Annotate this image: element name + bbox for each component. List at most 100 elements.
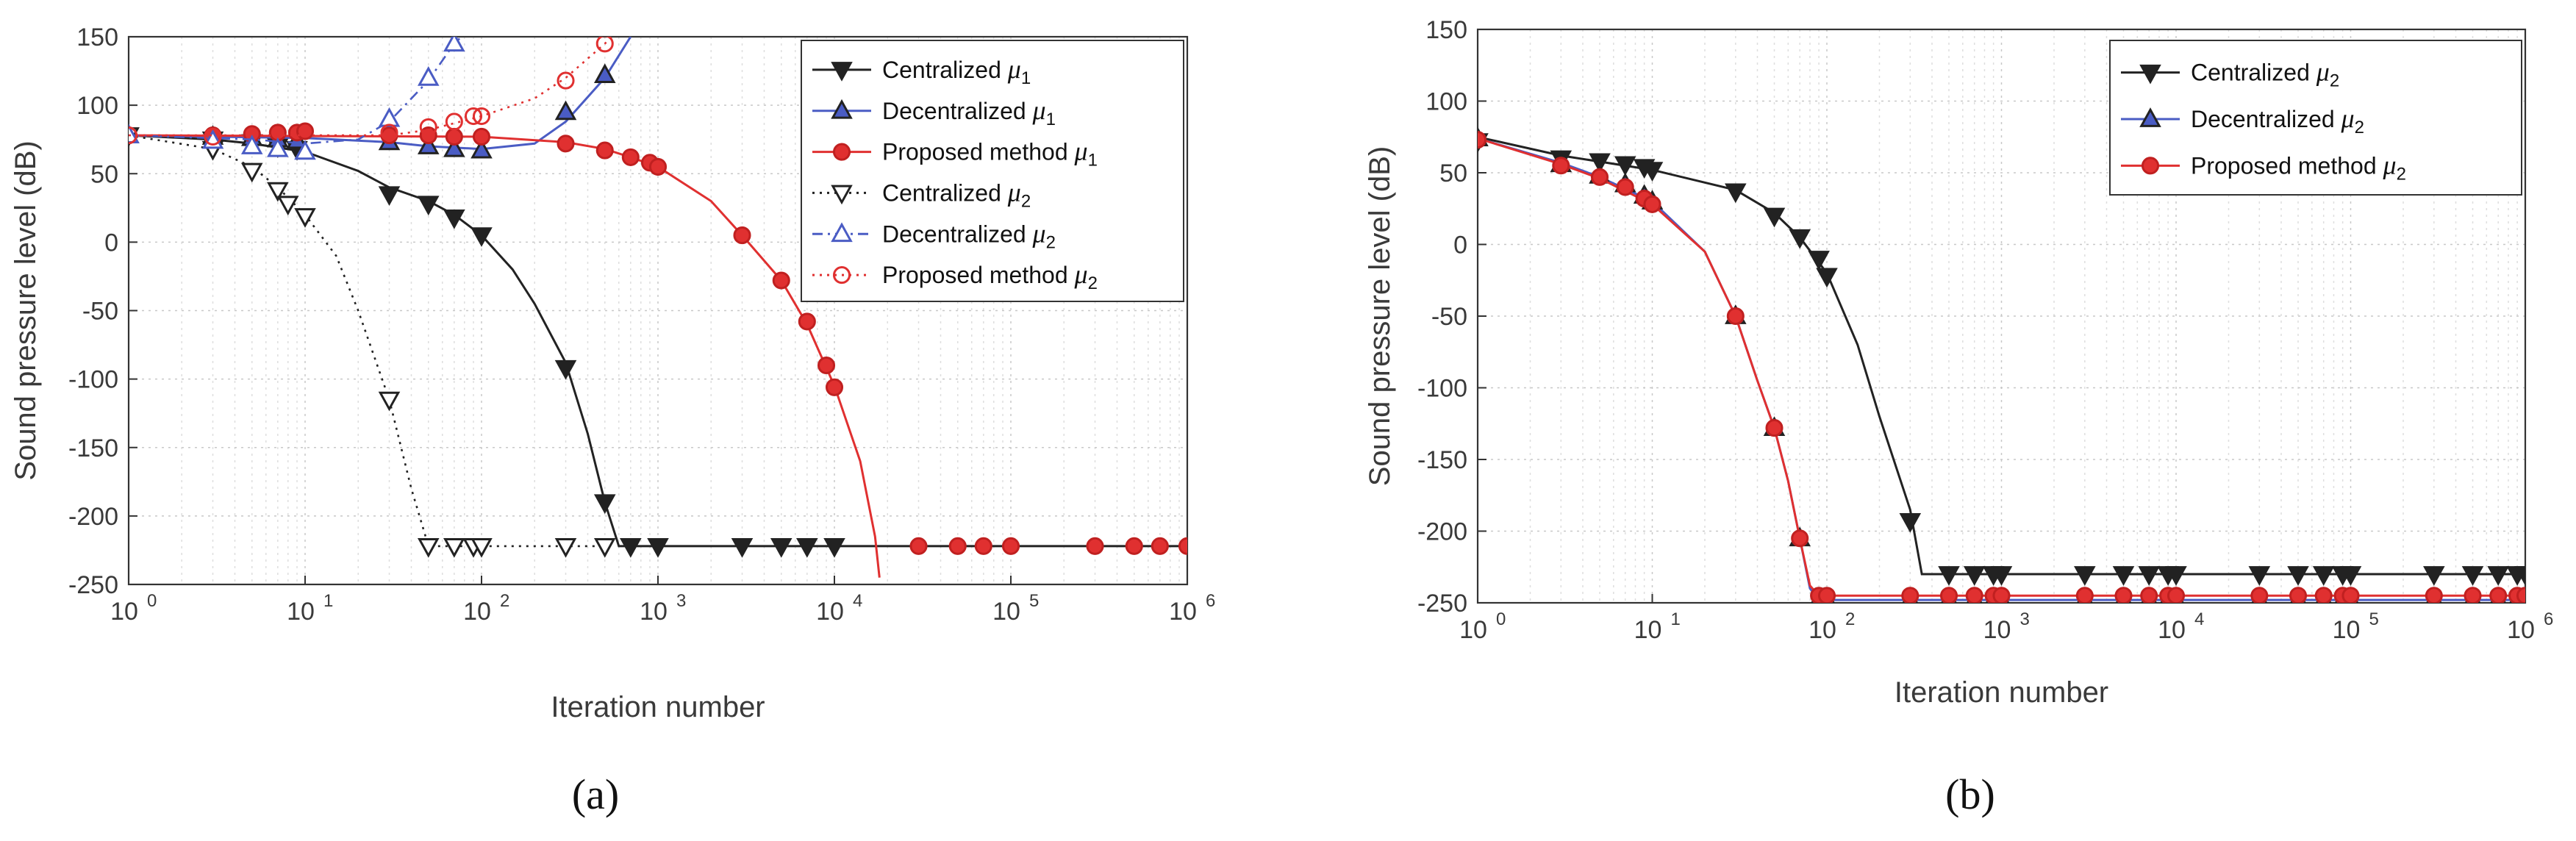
- data-point: [1725, 183, 1747, 204]
- data-point: [267, 137, 289, 157]
- data-point: [471, 227, 493, 247]
- legend-symbol: μ: [1007, 177, 1021, 207]
- data-point: [1992, 587, 2011, 603]
- data-point: [2248, 566, 2271, 586]
- data-point: [445, 127, 463, 146]
- x-tick-base: 10: [2158, 616, 2186, 644]
- data-point: [1726, 307, 1745, 326]
- data-point: [2167, 587, 2186, 603]
- legend-name: Decentralized: [882, 98, 1033, 124]
- legend-subscript: 2: [2397, 164, 2406, 184]
- data-point: [2464, 587, 2482, 603]
- data-point: [595, 37, 614, 53]
- data-point: [445, 112, 463, 131]
- series-3: [129, 127, 616, 558]
- y-tick-label: 100: [76, 92, 118, 120]
- legend-subscript: 1: [1088, 151, 1098, 171]
- legend-name: Decentralized: [2191, 106, 2341, 132]
- series-4: [129, 37, 465, 160]
- y-tick-label: -100: [68, 366, 118, 394]
- data-point: [417, 196, 440, 216]
- data-point: [554, 359, 577, 380]
- legend-item: Centralized μ2: [2121, 57, 2339, 91]
- legend-item: Centralized μ1: [812, 54, 1031, 88]
- data-point: [817, 356, 836, 375]
- x-tick-base: 10: [2507, 616, 2535, 644]
- legend-label: Decentralized μ2: [2191, 104, 2364, 137]
- x-tick-exponent: 0: [147, 591, 157, 611]
- x-tick-base: 10: [110, 598, 138, 626]
- data-point: [557, 71, 575, 90]
- data-point: [417, 538, 440, 558]
- series-5: [129, 37, 614, 146]
- data-point: [296, 122, 315, 140]
- data-point: [2114, 587, 2133, 603]
- legend-label: Centralized μ1: [882, 54, 1031, 88]
- x-tick-label: 10 0: [1459, 609, 1506, 644]
- y-tick-label: -150: [68, 434, 118, 462]
- data-point: [2514, 566, 2525, 586]
- data-point: [2312, 566, 2335, 586]
- x-tick-label: 10 5: [2333, 609, 2379, 644]
- data-point: [770, 538, 793, 558]
- x-tick-base: 10: [463, 598, 491, 626]
- data-point: [417, 135, 440, 154]
- data-point: [1765, 419, 1783, 437]
- x-tick-label: 10 6: [2507, 609, 2553, 644]
- panel-caption: (a): [572, 770, 619, 818]
- x-tick-base: 10: [816, 598, 844, 626]
- data-point: [417, 66, 440, 86]
- data-point: [1001, 537, 1020, 555]
- data-point: [2074, 566, 2096, 586]
- data-point: [1552, 157, 1570, 175]
- x-tick-label: 10 6: [1169, 591, 1215, 626]
- x-tick-exponent: 1: [1671, 609, 1681, 629]
- data-point: [974, 537, 992, 555]
- series-2: [1478, 131, 2525, 603]
- legend-symbol: μ: [2316, 57, 2330, 87]
- legend-subscript: 2: [2355, 118, 2364, 137]
- x-tick-label: 10 1: [287, 591, 333, 626]
- x-tick-exponent: 4: [853, 591, 862, 611]
- data-point: [1817, 587, 1836, 603]
- legend-symbol: μ: [1074, 260, 1088, 289]
- legend-box: [2109, 40, 2522, 196]
- legend-item: Decentralized μ2: [2121, 104, 2364, 137]
- data-point: [648, 157, 668, 176]
- x-tick-base: 10: [1459, 616, 1487, 644]
- legend-symbol: μ: [1032, 96, 1046, 125]
- y-tick-label: -250: [1417, 590, 1467, 618]
- data-point: [825, 378, 844, 396]
- y-tick-label: 150: [1425, 16, 1467, 44]
- y-tick-label: -150: [1417, 446, 1467, 474]
- data-point: [595, 141, 614, 160]
- legend-subscript: 1: [1046, 110, 1056, 129]
- y-tick-label: 150: [76, 24, 118, 51]
- data-point: [2287, 566, 2309, 586]
- data-point: [1816, 268, 1838, 288]
- data-point: [380, 124, 398, 142]
- data-point: [1478, 131, 1487, 149]
- x-tick-exponent: 2: [500, 591, 509, 611]
- data-point: [2461, 566, 2484, 586]
- data-point: [1791, 529, 1809, 548]
- x-axis-label: Iteration number: [551, 691, 765, 723]
- legend-symbol: μ: [1007, 54, 1021, 84]
- x-tick-label: 10 2: [1808, 609, 1855, 644]
- data-point: [2165, 566, 2187, 586]
- data-point: [2423, 566, 2445, 586]
- data-point: [378, 186, 401, 207]
- legend-marker: [832, 143, 851, 161]
- data-point: [2112, 566, 2135, 586]
- data-point: [443, 538, 465, 558]
- data-point: [554, 100, 577, 121]
- data-point: [471, 538, 493, 558]
- data-point: [443, 37, 465, 52]
- x-tick-label: 10 4: [2158, 609, 2204, 644]
- x-tick-label: 10 5: [992, 591, 1039, 626]
- data-point: [472, 127, 491, 146]
